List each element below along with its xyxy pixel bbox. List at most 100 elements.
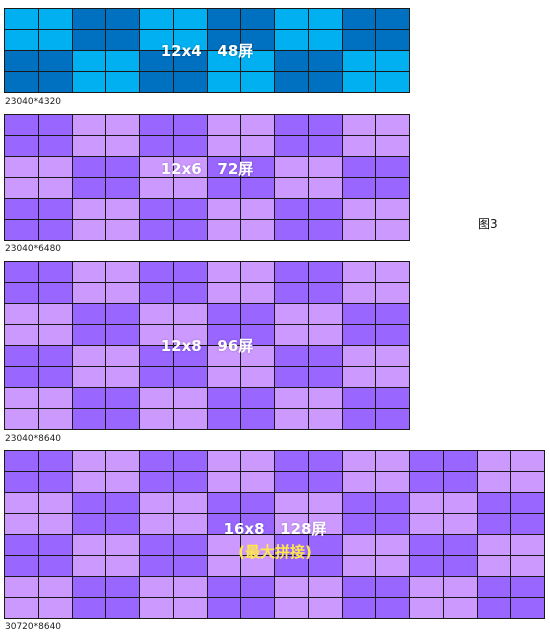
screen-cell [207, 304, 241, 324]
screen-cell [5, 472, 38, 492]
screen-cell [207, 346, 241, 366]
screen-cell [5, 577, 38, 597]
screen-cell [376, 283, 409, 303]
screen-cell [308, 9, 342, 29]
screen-cell [38, 178, 72, 198]
screen-cell [241, 514, 274, 534]
screen-cell [241, 556, 274, 576]
screen-cell [443, 535, 477, 555]
wall-label-12x6: 12x6 72屏 [160, 160, 254, 178]
screen-cell [308, 325, 342, 345]
screen-cell [72, 409, 106, 429]
screen-cell [38, 136, 72, 156]
screen-cell [5, 514, 38, 534]
screen-cell [38, 115, 72, 135]
screen-cell [72, 178, 106, 198]
screen-cell [376, 115, 409, 135]
screen-cell [342, 577, 376, 597]
resolution-12x8: 23040*8640 [5, 434, 62, 444]
screen-cell [275, 493, 308, 513]
screen-cell [72, 514, 106, 534]
screen-cell [241, 136, 274, 156]
screen-cell [275, 388, 308, 408]
screen-cell [72, 136, 106, 156]
screen-cell [38, 556, 72, 576]
screen-cell [241, 220, 274, 240]
screen-cell [140, 262, 173, 282]
screen-cell [173, 199, 207, 219]
screen-cell [173, 514, 207, 534]
screen-cell [410, 598, 443, 618]
screen-cell [376, 51, 409, 71]
screen-cell [140, 577, 173, 597]
screen-cell [308, 283, 342, 303]
screen-cell [376, 199, 409, 219]
screen-cell [275, 199, 308, 219]
screen-cell [443, 451, 477, 471]
screen-cell [140, 325, 173, 345]
screen-cell [38, 409, 72, 429]
screen-cell [207, 283, 241, 303]
screen-cell [106, 51, 139, 71]
video-wall-12x4 [4, 8, 410, 93]
screen-cell [376, 493, 409, 513]
screen-cell [477, 598, 511, 618]
screen-cell [207, 51, 241, 71]
screen-cell [5, 157, 38, 177]
screen-cell [275, 157, 308, 177]
screen-cell [342, 409, 376, 429]
screen-cell [275, 262, 308, 282]
screen-cell [5, 178, 38, 198]
screen-cell [72, 598, 106, 618]
screen-cell [376, 535, 409, 555]
screen-cell [106, 514, 139, 534]
screen-cell [72, 115, 106, 135]
screen-cell [308, 409, 342, 429]
screen-cell [308, 304, 342, 324]
screen-cell [38, 451, 72, 471]
screen-cell [173, 472, 207, 492]
screen-cell [207, 451, 241, 471]
screen-cell [5, 9, 38, 29]
screen-cell [241, 72, 274, 92]
screen-cell [477, 451, 511, 471]
screen-cell [308, 514, 342, 534]
screen-cell [5, 136, 38, 156]
screen-cell [106, 283, 139, 303]
screen-cell [72, 220, 106, 240]
screen-cell [207, 157, 241, 177]
screen-cell [140, 9, 173, 29]
screen-cell [376, 451, 409, 471]
screen-cell [38, 30, 72, 50]
screen-cell [376, 409, 409, 429]
screen-cell [207, 199, 241, 219]
screen-cell [376, 556, 409, 576]
screen-cell [342, 325, 376, 345]
screen-cell [511, 535, 544, 555]
screen-cell [342, 115, 376, 135]
screen-cell [308, 472, 342, 492]
screen-cell [5, 598, 38, 618]
screen-cell [241, 346, 274, 366]
resolution-16x8: 30720*8640 [5, 622, 62, 632]
screen-cell [140, 346, 173, 366]
screen-cell [207, 325, 241, 345]
screen-cell [342, 262, 376, 282]
screen-cell [140, 199, 173, 219]
screen-cell [106, 556, 139, 576]
screen-cell [241, 262, 274, 282]
screen-cell [207, 535, 241, 555]
screen-cell [140, 451, 173, 471]
screen-cell [106, 367, 139, 387]
screen-cell [72, 199, 106, 219]
screen-cell [5, 115, 38, 135]
screen-cell [5, 493, 38, 513]
screen-cell [308, 178, 342, 198]
screen-cell [140, 157, 173, 177]
screen-cell [173, 136, 207, 156]
screen-cell [140, 30, 173, 50]
screen-cell [5, 199, 38, 219]
screen-cell [241, 157, 274, 177]
screen-cell [308, 136, 342, 156]
screen-cell [173, 556, 207, 576]
